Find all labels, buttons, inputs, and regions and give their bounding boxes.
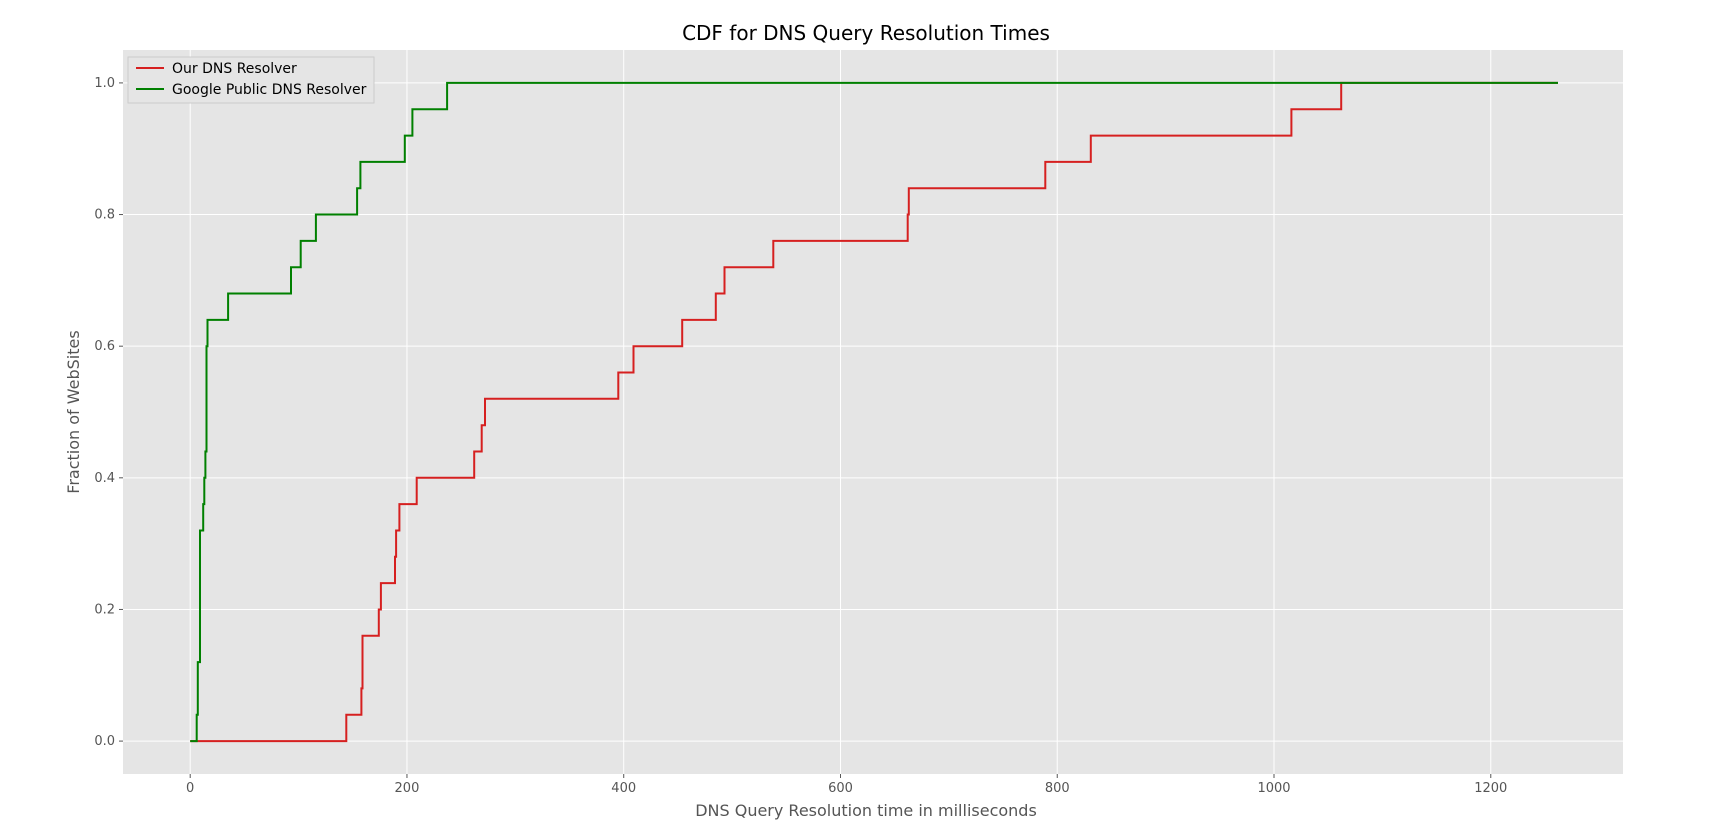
axis-ticks: 0 200 400 600 800 1000 1200 0.0 0.2 0.4 0.6 0.8 1.0 bbox=[94, 76, 1507, 796]
x-tick-label: 0 bbox=[186, 781, 194, 796]
series-line-google-public-dns-resolver bbox=[190, 81, 1558, 743]
y-tick-label: 0.6 bbox=[94, 339, 115, 354]
x-tick-label: 1200 bbox=[1474, 781, 1507, 796]
y-axis-label: Fraction of WebSites bbox=[64, 330, 83, 493]
plot-area bbox=[123, 50, 1623, 774]
y-tick-label: 0.8 bbox=[94, 208, 115, 223]
series-lines bbox=[190, 81, 1558, 743]
legend-box bbox=[127, 56, 375, 104]
x-tick-label: 400 bbox=[611, 781, 636, 796]
y-tick-label: 0.4 bbox=[94, 471, 115, 486]
series-line-our-dns-resolver bbox=[190, 81, 1558, 743]
x-tick-label: 600 bbox=[828, 781, 853, 796]
legend: Our DNS Resolver Google Public DNS Resol… bbox=[127, 56, 375, 104]
y-tick-label: 1.0 bbox=[94, 76, 115, 91]
x-tick-label: 800 bbox=[1045, 781, 1070, 796]
x-tick-label: 1000 bbox=[1257, 781, 1290, 796]
y-tick-label: 0.0 bbox=[94, 734, 115, 749]
x-tick-label: 200 bbox=[395, 781, 420, 796]
x-axis-label: DNS Query Resolution time in millisecond… bbox=[695, 801, 1037, 820]
y-tick-label: 0.2 bbox=[94, 602, 115, 617]
legend-label-google-dns: Google Public DNS Resolver bbox=[172, 82, 367, 98]
chart-title: CDF for DNS Query Resolution Times bbox=[682, 21, 1050, 45]
legend-label-our-dns: Our DNS Resolver bbox=[172, 61, 297, 77]
